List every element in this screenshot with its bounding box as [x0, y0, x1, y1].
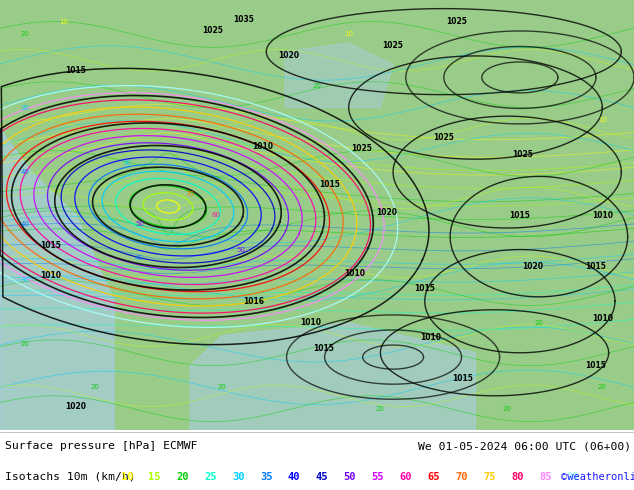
Text: 1035: 1035 — [234, 15, 254, 24]
Text: 1025: 1025 — [383, 41, 403, 49]
Text: 1016: 1016 — [243, 296, 264, 306]
Text: 1010: 1010 — [40, 271, 61, 280]
Text: 20: 20 — [534, 319, 543, 326]
Text: 1015: 1015 — [41, 241, 61, 250]
Text: 25: 25 — [204, 472, 217, 482]
Text: Surface pressure [hPa] ECMWF: Surface pressure [hPa] ECMWF — [5, 441, 198, 451]
Text: 1010: 1010 — [252, 142, 274, 151]
Text: 1025: 1025 — [446, 17, 467, 26]
Text: 1015: 1015 — [586, 361, 606, 370]
Text: 10: 10 — [344, 31, 353, 37]
Text: 30: 30 — [232, 472, 245, 482]
Text: 30: 30 — [21, 104, 30, 111]
Text: 1020: 1020 — [278, 51, 299, 60]
Text: 1025: 1025 — [202, 25, 223, 35]
Text: 1015: 1015 — [320, 180, 340, 190]
Text: 1025: 1025 — [351, 144, 372, 153]
Text: 1020: 1020 — [65, 402, 87, 411]
Polygon shape — [0, 129, 114, 430]
Text: 40: 40 — [21, 220, 30, 227]
Text: 45: 45 — [316, 472, 328, 482]
Text: 90: 90 — [567, 472, 579, 482]
Text: 35: 35 — [260, 472, 273, 482]
Text: 70: 70 — [455, 472, 468, 482]
Text: 1015: 1015 — [415, 284, 435, 293]
Text: 50: 50 — [236, 246, 245, 252]
Text: 1010: 1010 — [300, 318, 321, 327]
Text: 70: 70 — [186, 191, 195, 196]
Text: 20: 20 — [376, 406, 385, 412]
Text: ©weatheronline.co.uk: ©weatheronline.co.uk — [561, 472, 634, 482]
Text: 20: 20 — [176, 472, 189, 482]
Text: 15: 15 — [148, 472, 161, 482]
Text: 55: 55 — [372, 472, 384, 482]
Text: 20: 20 — [598, 384, 607, 390]
Text: 1010: 1010 — [420, 333, 442, 342]
Text: 50: 50 — [135, 220, 144, 227]
Text: 1020: 1020 — [522, 262, 543, 271]
Text: 20: 20 — [21, 341, 30, 347]
Text: 1015: 1015 — [66, 67, 86, 75]
Text: 40: 40 — [135, 255, 144, 261]
Text: 40: 40 — [288, 472, 301, 482]
Text: 50: 50 — [344, 472, 356, 482]
Text: 80: 80 — [511, 472, 524, 482]
Text: 1015: 1015 — [510, 211, 530, 220]
Text: We 01-05-2024 06:00 UTC (06+00): We 01-05-2024 06:00 UTC (06+00) — [418, 441, 631, 451]
Text: 30: 30 — [21, 277, 30, 283]
Text: Isotachs 10m (km/h): Isotachs 10m (km/h) — [5, 472, 136, 482]
Text: 10: 10 — [59, 19, 68, 25]
Text: 1020: 1020 — [376, 208, 398, 218]
Text: 1015: 1015 — [453, 374, 473, 383]
Polygon shape — [285, 43, 393, 108]
Text: 1010: 1010 — [592, 211, 613, 220]
Polygon shape — [190, 323, 476, 430]
Text: 20: 20 — [21, 31, 30, 37]
Text: 1015: 1015 — [313, 344, 333, 353]
Text: 10: 10 — [598, 118, 607, 123]
Text: 1010: 1010 — [592, 314, 613, 323]
Text: 60: 60 — [399, 472, 412, 482]
Text: 1025: 1025 — [513, 150, 533, 159]
Text: 65: 65 — [427, 472, 440, 482]
Text: 20: 20 — [313, 83, 321, 89]
Text: 1025: 1025 — [434, 133, 454, 142]
Text: 1015: 1015 — [586, 262, 606, 271]
Text: 75: 75 — [483, 472, 496, 482]
Text: 20: 20 — [217, 384, 226, 390]
Text: 20: 20 — [503, 406, 512, 412]
Text: 85: 85 — [539, 472, 552, 482]
Text: 10: 10 — [120, 472, 133, 482]
Text: 1010: 1010 — [344, 269, 366, 278]
Text: 40: 40 — [21, 169, 30, 175]
Text: 20: 20 — [91, 384, 100, 390]
Text: 30: 30 — [122, 161, 131, 167]
Text: 60: 60 — [211, 212, 220, 218]
